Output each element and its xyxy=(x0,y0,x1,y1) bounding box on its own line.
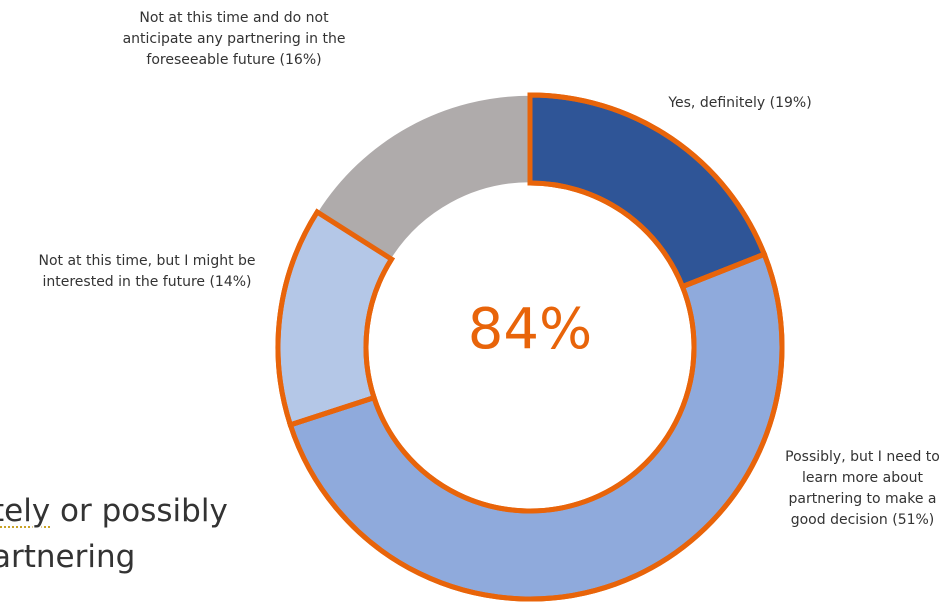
background-text-line-1-rest: or possibly xyxy=(50,493,228,529)
spellcheck-underlined-word: tely xyxy=(0,493,51,529)
slice-label-not-anticipate: Not at this time and do not anticipate a… xyxy=(122,10,346,68)
slice-label-might-be-interested: Not at this time, but I might be interes… xyxy=(38,253,256,290)
background-text-line-2: artnering xyxy=(0,539,136,575)
slice-label-possibly: Possibly, but I need to learn more about… xyxy=(785,449,940,528)
background-slide-text: tely or possibly artnering xyxy=(0,488,228,580)
donut-center-percentage: 84% xyxy=(467,297,593,362)
slice-might-be-interested-outline xyxy=(275,208,395,429)
slice-label-yes-definitely: Yes, definitely (19%) xyxy=(668,95,812,111)
slice-possibly-outline xyxy=(287,250,785,602)
background-text-line-1: tely or possibly xyxy=(0,488,228,534)
